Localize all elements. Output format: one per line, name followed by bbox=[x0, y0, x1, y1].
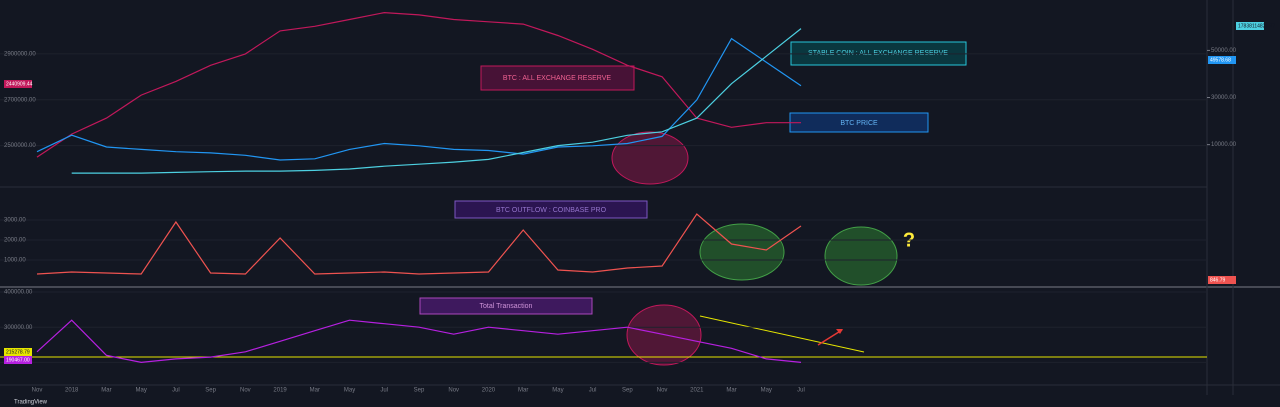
x-tick-label: Nov bbox=[657, 388, 668, 394]
x-tick-label: May bbox=[136, 388, 147, 394]
x-tick-label: Mar bbox=[101, 388, 111, 394]
highlight-ellipse bbox=[824, 226, 898, 286]
y-tick-label: 2000.00 bbox=[4, 238, 26, 244]
annotation-box bbox=[419, 297, 593, 315]
x-tick-label: Jul bbox=[172, 388, 180, 394]
series-line bbox=[36, 319, 802, 364]
price-tag-label: 215278.79 bbox=[6, 349, 30, 355]
x-tick-label: Nov bbox=[32, 388, 43, 394]
y2-tick-label: 30000.00 bbox=[1211, 95, 1237, 101]
price-tag bbox=[1236, 22, 1264, 30]
x-tick-label: Nov bbox=[448, 388, 459, 394]
x-tick-label: May bbox=[552, 388, 563, 394]
x-tick-label: 2021 bbox=[690, 388, 704, 394]
annotation: BTC PRICE bbox=[840, 120, 878, 127]
x-tick-label: Mar bbox=[518, 388, 528, 394]
x-tick-label: 2019 bbox=[273, 388, 287, 394]
annotation: STABLE COIN : ALL EXCHANGE RESERVE bbox=[808, 50, 948, 57]
x-tick-label: Sep bbox=[205, 388, 216, 394]
y-tick-label: 2900000.00 bbox=[4, 51, 36, 57]
price-tag bbox=[1208, 56, 1236, 64]
y-tick-label: 3000.00 bbox=[4, 218, 26, 224]
highlight-ellipse bbox=[611, 131, 689, 185]
price-tag bbox=[4, 348, 32, 356]
brand: TradingView bbox=[14, 400, 48, 406]
x-tick-label: May bbox=[761, 388, 772, 394]
annotation: Total Transaction bbox=[480, 303, 533, 310]
x-tick-label: Jul bbox=[589, 388, 597, 394]
x-tick-label: Sep bbox=[622, 388, 633, 394]
y2-tick-label: 10000.00 bbox=[1211, 142, 1237, 148]
price-tag-label: 846.79 bbox=[1210, 277, 1226, 283]
y-tick-label: 1000.00 bbox=[4, 258, 26, 264]
x-tick-label: Jul bbox=[380, 388, 388, 394]
price-tag bbox=[1208, 276, 1236, 284]
x-tick-label: Jul bbox=[797, 388, 805, 394]
arrow bbox=[817, 329, 843, 346]
highlight-ellipse bbox=[699, 223, 785, 281]
y-tick-label: 300000.00 bbox=[4, 325, 33, 331]
series-line bbox=[36, 213, 802, 275]
price-tag-label: 49578.68 bbox=[1210, 57, 1231, 63]
x-tick-label: Nov bbox=[240, 388, 251, 394]
price-tag bbox=[4, 356, 32, 364]
price-tag-label: 190467.00 bbox=[6, 357, 30, 363]
price-tag-label: 17838114821.77 bbox=[1238, 23, 1275, 29]
x-tick-label: 2020 bbox=[482, 388, 496, 394]
series-line bbox=[36, 11, 801, 158]
series-line bbox=[71, 28, 802, 174]
y-tick-label: 2700000.00 bbox=[4, 97, 36, 103]
x-tick-label: Mar bbox=[726, 388, 736, 394]
annotation: BTC : ALL EXCHANGE RESERVE bbox=[503, 75, 611, 82]
x-tick-label: Sep bbox=[414, 388, 425, 394]
annotation-box bbox=[480, 65, 635, 91]
x-tick-label: Mar bbox=[310, 388, 320, 394]
price-tag-label: 2440909.44 bbox=[6, 81, 33, 87]
series-line bbox=[36, 37, 802, 161]
x-tick-label: 2018 bbox=[65, 388, 79, 394]
annotation: BTC OUTFLOW : COINBASE PRO bbox=[496, 207, 607, 214]
annotation-box bbox=[454, 200, 648, 219]
y-tick-label: 2500000.00 bbox=[4, 143, 36, 149]
trend-line bbox=[699, 315, 865, 353]
arrow-head bbox=[836, 329, 843, 334]
y-tick-label: 400000.00 bbox=[4, 290, 33, 296]
price-tag bbox=[4, 80, 32, 88]
y2-tick-label: 50000.00 bbox=[1211, 48, 1237, 54]
x-tick-label: May bbox=[344, 388, 355, 394]
